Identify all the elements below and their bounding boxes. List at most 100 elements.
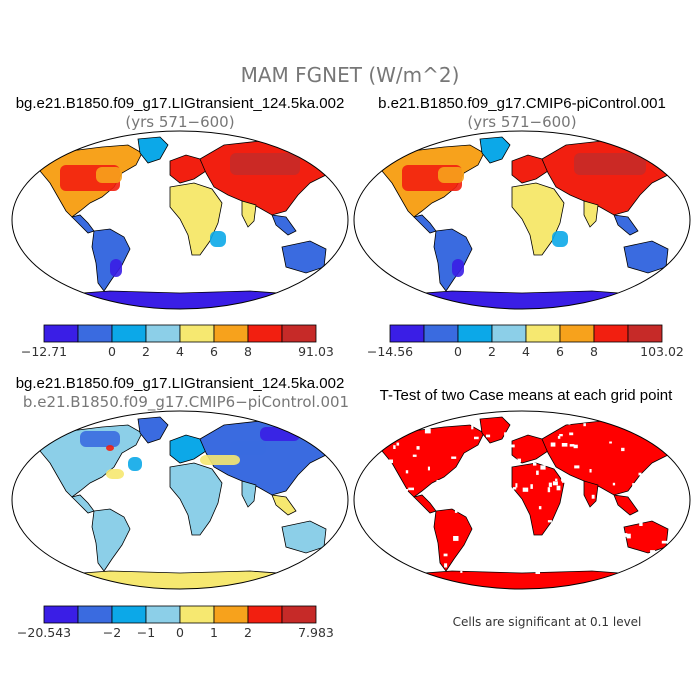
panel-1-field-patch	[230, 153, 300, 175]
panel-4-nonsignificant-cell	[521, 526, 527, 532]
panel-1-colorbar-tick-label: 2	[142, 344, 150, 359]
panel-4-nonsignificant-cell	[536, 470, 539, 475]
panel-4-nonsignificant-cell	[451, 456, 457, 459]
panel-3-colorbar-tick-label: 1	[210, 625, 218, 640]
panel-4-nonsignificant-cell	[648, 513, 654, 518]
panel-2-field-patch	[552, 231, 568, 247]
panel-4-nonsignificant-cell	[440, 505, 445, 509]
panel-4-nonsignificant-cell	[530, 562, 533, 566]
panel-1-field-patch	[110, 259, 122, 277]
panel-2-field-patch	[438, 167, 464, 183]
panel-4-nonsignificant-cell	[463, 557, 468, 561]
panel-4-title: T-Test of two Case means at each grid po…	[380, 387, 673, 404]
panel-1-globe-border	[11, 130, 349, 310]
panel-4-nonsignificant-cell	[387, 473, 391, 479]
panel-4-nonsignificant-cell	[640, 506, 643, 509]
panel-4-nonsignificant-cell	[639, 521, 643, 526]
panel-4-nonsignificant-cell	[471, 425, 474, 430]
panel-4-nonsignificant-cell	[508, 504, 515, 507]
panel-4-nonsignificant-cell	[522, 487, 529, 492]
panel-4-nonsignificant-cell	[570, 551, 573, 556]
panel-3-colorbar-box	[213, 605, 249, 624]
panel-4-landmass-antarctica	[369, 570, 675, 589]
panel-1-colorbar-box	[247, 324, 283, 343]
panel-1-colorbar-tick-label: 4	[176, 344, 184, 359]
panel-4-nonsignificant-cell	[517, 458, 521, 463]
panel-4-nonsignificant-cell	[404, 495, 408, 499]
panel-4-landmass-south-america	[433, 508, 473, 572]
panel-1-landmass-south-america	[91, 228, 131, 292]
panel-2-colorbar-tick-label: 2	[488, 344, 496, 359]
panel-1-landmass-central-america	[71, 214, 95, 234]
panel-4-nonsignificant-cell	[485, 559, 491, 565]
panel-4-nonsignificant-cell	[454, 473, 459, 477]
panel-2-colorbar-tick-label: 6	[556, 344, 564, 359]
panel-4-nonsignificant-cell	[548, 482, 552, 487]
panel-4-significance-note: Cells are significant at 0.1 level	[453, 615, 642, 629]
panel-3-colorbar-box	[43, 605, 79, 624]
panel-2-colorbar-tick-label: 4	[522, 344, 530, 359]
panel-4-nonsignificant-cell	[412, 454, 417, 457]
panel-4-nonsignificant-cell	[533, 462, 537, 466]
panel-4-nonsignificant-cell	[535, 569, 540, 574]
panel-4-nonsignificant-cell	[385, 539, 391, 542]
panel-3: bg.e21.B1850.f09_g17.LIGtransient_124.5k…	[11, 375, 349, 640]
panel-1-title: bg.e21.B1850.f09_g17.LIGtransient_124.5k…	[16, 95, 345, 112]
main-title: MAM FGNET (W/m^2)	[241, 63, 460, 87]
panel-4-nonsignificant-cell	[409, 540, 416, 543]
panel-1-colorbar-box	[281, 324, 317, 343]
panel-4-landmass-central-america	[413, 494, 437, 514]
panel-2-colorbar-box	[389, 324, 425, 343]
panel-4-landmass-africa	[511, 462, 565, 536]
panel-4-nonsignificant-cell	[538, 424, 542, 428]
panel-4-nonsignificant-cell	[557, 435, 561, 439]
panel-4-landmass-india	[583, 480, 599, 508]
panel-4: T-Test of two Case means at each grid po…	[353, 387, 691, 629]
panel-2-field-patch	[574, 153, 646, 175]
panel-4-nonsignificant-cell	[427, 466, 430, 471]
panel-4-nonsignificant-cell	[509, 566, 515, 570]
panel-4-nonsignificant-cell	[556, 485, 561, 491]
panel-4-nonsignificant-cell	[507, 550, 511, 553]
panel-4-nonsignificant-cell	[452, 564, 454, 568]
panel-4-nonsignificant-cell	[465, 543, 470, 547]
panel-4-nonsignificant-cell	[497, 503, 503, 507]
panel-4-nonsignificant-cell	[448, 492, 451, 496]
panel-4-nonsignificant-cell	[507, 531, 511, 537]
panel-2-landmass-india	[583, 200, 599, 228]
panel-4-nonsignificant-cell	[377, 467, 383, 470]
panel-4-nonsignificant-cell	[424, 428, 431, 434]
panel-4-nonsignificant-cell	[427, 519, 431, 524]
panel-2-title: b.e21.B1850.f09_g17.CMIP6-piControl.001	[378, 95, 666, 112]
panel-4-nonsignificant-cell	[661, 540, 668, 544]
panel-4-nonsignificant-cell	[561, 443, 568, 447]
panel-4-nonsignificant-cell	[376, 457, 379, 461]
panel-1-map	[27, 136, 341, 309]
panel-3-landmass-central-america	[71, 494, 95, 514]
panel-2-colorbar-box	[491, 324, 527, 343]
panel-4-nonsignificant-cell	[500, 526, 506, 529]
panel-4-nonsignificant-cell	[650, 550, 656, 554]
panel-3-colorbar: −20.543 −2 −1 0 1 2 7.983	[17, 605, 334, 640]
panel-3-landmass-greenland	[137, 416, 169, 444]
panel-2-colorbar: −14.56 0 2 4 6 8 103.02	[367, 324, 684, 359]
panel-4-nonsignificant-cell	[533, 545, 539, 548]
panel-3-field-patch	[230, 441, 266, 455]
panel-4-nonsignificant-cell	[567, 479, 573, 484]
panel-3-colorbar-tick-label: 7.983	[298, 625, 334, 640]
panel-3-colorbar-box	[145, 605, 181, 624]
panel-2-field-patch	[520, 193, 556, 211]
panel-4-nonsignificant-cell	[460, 570, 463, 573]
panel-3-landmass-australia	[281, 520, 327, 554]
panel-1-landmass-se-asia	[271, 214, 297, 236]
panel-2-colorbar-tick-label: 103.02	[640, 344, 684, 359]
panel-2-globe-border	[353, 130, 691, 310]
panel-4-nonsignificant-cell	[589, 469, 592, 473]
panel-4-nonsignificant-cell	[540, 465, 546, 470]
panel-4-nonsignificant-cell	[393, 445, 396, 449]
panel-4-nonsignificant-cell	[574, 465, 580, 469]
panel-4-nonsignificant-cell	[632, 483, 636, 488]
panel-4-nonsignificant-cell	[403, 489, 408, 492]
panel-3-title: bg.e21.B1850.f09_g17.LIGtransient_124.5k…	[16, 375, 345, 392]
panel-4-nonsignificant-cell	[515, 483, 518, 488]
